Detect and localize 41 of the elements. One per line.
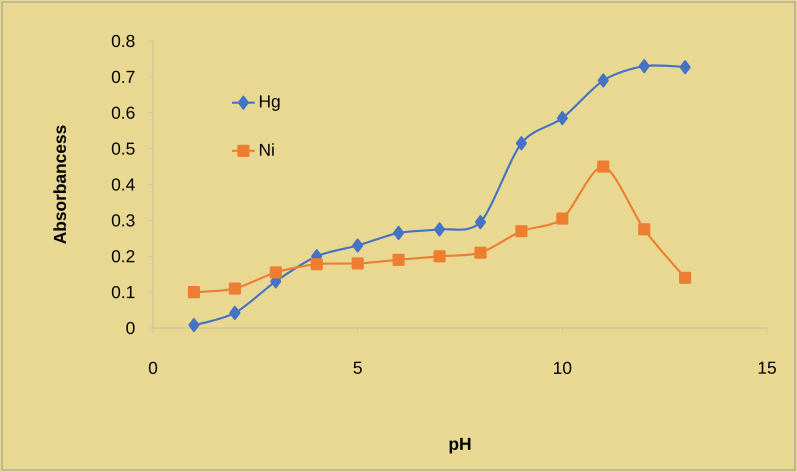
point [434, 222, 446, 236]
x-tick-label: 10 [554, 362, 572, 374]
point [515, 225, 528, 238]
point [393, 226, 404, 240]
point [638, 59, 650, 74]
y-tick-label: 0.4 [112, 178, 135, 191]
x-tick-label: 15 [758, 362, 776, 374]
point [270, 266, 282, 278]
point [188, 286, 200, 298]
point [680, 60, 691, 74]
point [352, 257, 364, 270]
point [556, 111, 568, 126]
point [433, 250, 446, 262]
y-tick-label: 0.7 [112, 70, 134, 84]
legend-label: Hg [260, 95, 280, 111]
point [229, 306, 240, 320]
point [228, 282, 241, 295]
point [598, 73, 609, 88]
x-tick-label: 0 [148, 362, 158, 374]
point [474, 215, 486, 230]
point [352, 238, 364, 253]
point [679, 272, 692, 284]
point [310, 258, 323, 270]
point [474, 246, 487, 259]
point [556, 212, 568, 225]
y-tick-label: 0 [126, 322, 135, 334]
y-tick-label: 0.8 [112, 34, 135, 48]
point [597, 160, 610, 173]
y-tick-label: 0.5 [112, 142, 135, 155]
y-tick-label: 0.1 [112, 286, 134, 298]
y-tick-label: 0.6 [112, 106, 135, 119]
y-tick-label: 0.3 [112, 214, 135, 227]
point [516, 136, 527, 150]
y-tick-label: 0.2 [112, 250, 134, 262]
y-axis-title: Absorbancess [53, 125, 66, 244]
legend-label: Ni [260, 143, 274, 156]
point [188, 318, 200, 332]
point [638, 223, 650, 236]
x-axis-title: pH [450, 438, 470, 454]
x-tick-label: 5 [354, 362, 362, 374]
point [392, 254, 405, 266]
